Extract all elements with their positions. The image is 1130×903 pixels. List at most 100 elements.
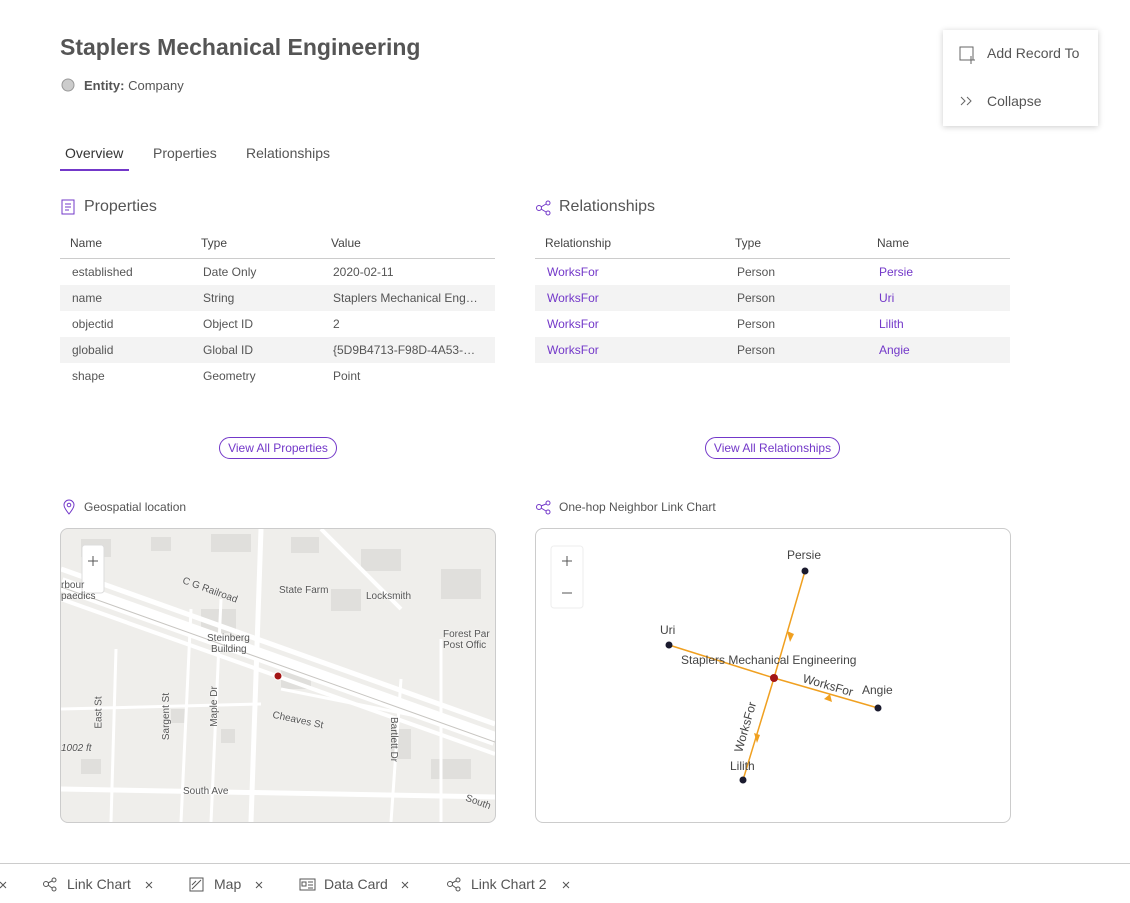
cell[interactable]: WorksFor bbox=[547, 291, 599, 305]
section-title: Relationships bbox=[559, 198, 656, 215]
node-label: Persie bbox=[787, 548, 821, 562]
cell: 2020-02-11 bbox=[333, 265, 394, 279]
cell: objectid bbox=[72, 317, 114, 331]
tab-icon bbox=[299, 878, 316, 891]
cell: 2 bbox=[333, 317, 340, 331]
cell: Point bbox=[333, 369, 361, 383]
map-label: paedics bbox=[61, 591, 96, 602]
map[interactable]: rbour paedics C G Railroad State Farm Lo… bbox=[60, 528, 496, 823]
close-icon[interactable] bbox=[0, 881, 8, 889]
map-label: State Farm bbox=[279, 585, 329, 596]
cell: String bbox=[203, 291, 235, 305]
tab[interactable]: Properties bbox=[153, 145, 217, 161]
cell: Person bbox=[737, 265, 776, 279]
column-header: Type bbox=[201, 236, 228, 250]
relationships-table: Relationship Type Name WorksFor Person Persie… bbox=[535, 232, 1010, 363]
bottom-tab[interactable]: Link Chart 2 bbox=[471, 876, 547, 892]
relationships-icon bbox=[536, 200, 551, 216]
cell[interactable]: Angie bbox=[879, 343, 910, 357]
map-label: Building bbox=[211, 644, 247, 655]
menu: Add Record To Collapse bbox=[943, 30, 1098, 126]
map-label: South Ave bbox=[183, 786, 229, 797]
node-label: Lilith bbox=[730, 759, 755, 773]
close-icon[interactable] bbox=[562, 881, 570, 889]
tab[interactable]: Relationships bbox=[246, 145, 331, 161]
tab-bar: Link Chart Map Data Card Link Chart 2 bbox=[0, 864, 1130, 903]
edge-label: WorksFor bbox=[731, 700, 759, 754]
properties-icon bbox=[61, 199, 75, 215]
view-all-button[interactable]: View All Relationships bbox=[705, 437, 840, 459]
tab[interactable]: Overview bbox=[65, 145, 124, 161]
bottom-tab[interactable]: Data Card bbox=[324, 876, 388, 892]
cell: Person bbox=[737, 343, 776, 357]
cell: globalid bbox=[72, 343, 114, 357]
header-divider bbox=[535, 258, 1010, 259]
tab-underline bbox=[60, 169, 129, 171]
column-header: Type bbox=[735, 236, 762, 250]
menu-item[interactable]: Collapse bbox=[987, 93, 1042, 109]
add-icon bbox=[959, 46, 975, 64]
cell[interactable]: WorksFor bbox=[547, 265, 599, 279]
entity: Entity: Company bbox=[84, 78, 184, 93]
map-base bbox=[61, 529, 495, 822]
cell: shape bbox=[72, 369, 105, 383]
cell: Person bbox=[737, 291, 776, 305]
map-label: Bartlett Dr bbox=[388, 716, 400, 763]
map-scale: 1002 ft bbox=[61, 743, 92, 754]
panel-title: One-hop Neighbor Link Chart bbox=[559, 500, 716, 514]
cell: Global ID bbox=[203, 343, 254, 357]
cell: Geometry bbox=[203, 369, 256, 383]
row-stripe bbox=[60, 285, 495, 311]
edge-label: WorksFor bbox=[801, 671, 855, 699]
tab-icon bbox=[447, 877, 461, 892]
cell[interactable]: WorksFor bbox=[547, 343, 599, 357]
close-icon[interactable] bbox=[255, 881, 263, 889]
row-stripe bbox=[535, 337, 1010, 363]
panel-title: Geospatial location bbox=[84, 500, 187, 514]
map-label: Forest Par bbox=[443, 629, 490, 640]
tab-icon bbox=[189, 877, 204, 892]
node-label: Staplers Mechanical Engineering bbox=[681, 653, 856, 667]
node-label: Uri bbox=[660, 623, 675, 637]
cell[interactable]: WorksFor bbox=[547, 317, 599, 331]
bottom-tab[interactable]: Link Chart bbox=[67, 876, 131, 892]
cell: Person bbox=[737, 317, 776, 331]
map-label: rbour bbox=[61, 580, 85, 591]
tab-bar-border bbox=[0, 863, 1130, 864]
entity-label: Entity: bbox=[84, 78, 125, 93]
close-icon[interactable] bbox=[145, 881, 153, 889]
bottom-tab[interactable]: Map bbox=[214, 876, 242, 892]
menu-item[interactable]: Add Record To bbox=[987, 45, 1080, 61]
cell: established bbox=[72, 265, 133, 279]
node-label: Angie bbox=[862, 683, 893, 697]
header-divider bbox=[60, 258, 495, 259]
column-header: Name bbox=[70, 236, 103, 250]
close-icon[interactable] bbox=[401, 881, 409, 889]
cell: Date Only bbox=[203, 265, 257, 279]
entity-value: Company bbox=[128, 78, 184, 93]
column-header: Value bbox=[331, 236, 361, 250]
pin-icon bbox=[63, 499, 75, 515]
entity-dot bbox=[61, 78, 75, 92]
collapse-icon bbox=[960, 96, 972, 106]
cell: Object ID bbox=[203, 317, 254, 331]
link-icon bbox=[536, 500, 551, 515]
map-label: Sargent St bbox=[161, 692, 173, 741]
cell[interactable]: Uri bbox=[879, 291, 895, 305]
row-stripe bbox=[535, 285, 1010, 311]
cell[interactable]: Lilith bbox=[879, 317, 904, 331]
cell: {5D9B4713-F98D-4A53-… bbox=[333, 343, 476, 357]
cell[interactable]: Persie bbox=[879, 265, 914, 279]
cell: Staplers Mechanical Eng… bbox=[333, 291, 478, 305]
map-label: Steinberg bbox=[207, 633, 250, 644]
view-all-button[interactable]: View All Properties bbox=[219, 437, 337, 459]
link-chart[interactable]: Staplers Mechanical Engineering Persie U… bbox=[535, 528, 1011, 823]
properties-table: Name Type Value established Date Only 2020-02… bbox=[60, 232, 495, 392]
column-header: Relationship bbox=[545, 236, 612, 250]
tab-icon bbox=[43, 877, 57, 892]
map-label: Locksmith bbox=[366, 591, 412, 602]
link-chart-canvas: Staplers Mechanical Engineering Persie U… bbox=[550, 545, 893, 784]
row-stripe bbox=[60, 337, 495, 363]
cell: name bbox=[72, 291, 103, 305]
map-label: Maple Dr bbox=[208, 686, 220, 727]
